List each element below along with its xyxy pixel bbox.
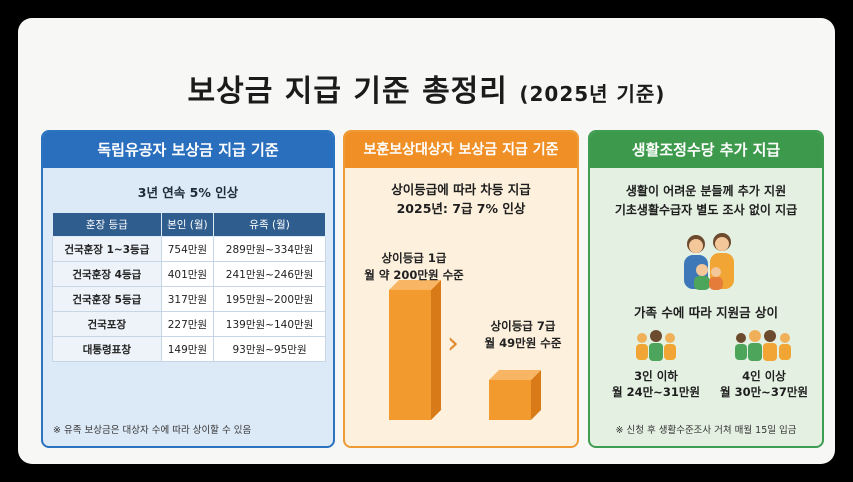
- panel3-lead: 생활이 어려운 분들께 추가 지원 기초생활수급자 별도 조사 없이 지급: [590, 182, 822, 220]
- grade-cell: 건국포장: [52, 311, 162, 337]
- grade-cell: 건국훈장 5등급: [52, 286, 162, 312]
- panel1-header: 독립유공자 보상금 지급 기준: [43, 132, 333, 168]
- page-title: 보상금 지급 기준 총정리 (2025년 기준): [18, 66, 835, 110]
- bar2-label-line2: 월 49만원 수준: [484, 336, 562, 350]
- family-amount-cell: 241만원~246만원: [213, 261, 326, 287]
- grade-cell: 대통령표창: [52, 336, 162, 362]
- self-amount-cell: 227만원: [160, 311, 215, 337]
- bar-1-top: [389, 280, 441, 290]
- panel3-lead-line2: 기초생활수급자 별도 조사 없이 지급: [614, 203, 798, 217]
- group1-text: 3인 이하 월 24만~31만원: [608, 368, 704, 400]
- table-row: 건국훈장 5등급 317만원 195만원~200만원: [52, 286, 326, 312]
- group1-icon: [636, 330, 676, 361]
- table-row: 건국포장 227만원 139만원~140만원: [52, 311, 326, 337]
- bar-2-top: [489, 370, 541, 380]
- rates-table: 훈장 등급 본인 (월) 유족 (월) 건국훈장 1~3등급 754만원 289…: [52, 212, 326, 362]
- panel1-lead: 3년 연속 5% 인상: [137, 185, 239, 200]
- bar-1: [389, 290, 431, 420]
- bar-2-side: [531, 370, 541, 420]
- family-illustration: [636, 233, 791, 361]
- bar-illustration: [389, 280, 541, 420]
- table-row: 대통령표창 149만원 93만원~95만원: [52, 336, 326, 362]
- group1-label: 3인 이하: [634, 369, 678, 383]
- panel2-lead-line2: 2025년: 7급 7% 인상: [396, 201, 526, 216]
- panel3-lead-line1: 생활이 어려운 분들께 추가 지원: [625, 184, 787, 198]
- panel2-lead-line1: 상이등급에 따라 차등 지급: [391, 182, 531, 197]
- panel1-note: ※ 유족 보상금은 대상자 수에 따라 상이할 수 있음: [53, 425, 252, 436]
- self-amount-cell: 317만원: [160, 286, 215, 312]
- panel-veterans-compensation: 보훈보상대상자 보상금 지급 기준 상이등급에 따라 차등 지급 2025년: …: [343, 130, 579, 448]
- grade-cell: 건국훈장 1~3등급: [52, 236, 162, 262]
- panel2-lead: 상이등급에 따라 차등 지급 2025년: 7급 7% 인상: [345, 180, 577, 218]
- table-row: 건국훈장 1~3등급 754만원 289만원~334만원: [52, 236, 326, 262]
- group2-text: 4인 이상 월 30만~37만원: [712, 368, 816, 400]
- chevron-right-icon: ›: [447, 326, 459, 361]
- family-amount-cell: 93만원~95만원: [213, 336, 326, 362]
- infographic-frame: 보상금 지급 기준 총정리 (2025년 기준) 독립유공자 보상금 지급 기준…: [18, 18, 835, 464]
- bar-1-side: [431, 280, 441, 420]
- column-header: 훈장 등급: [52, 212, 162, 237]
- panel-independence-patriots: 독립유공자 보상금 지급 기준 3년 연속 5% 인상 훈장 등급 본인 (월)…: [41, 130, 335, 448]
- panel3-note: ※ 신청 후 생활수준조사 거쳐 매월 15일 입금: [615, 425, 797, 436]
- self-amount-cell: 401만원: [160, 261, 215, 287]
- table-row: 건국훈장 4등급 401만원 241만원~246만원: [52, 261, 326, 287]
- title-sub: (2025년 기준): [519, 82, 666, 106]
- panel3-header: 생활조정수당 추가 지급: [590, 132, 822, 168]
- column-header: 유족 (월): [213, 212, 326, 237]
- panel2-header: 보훈보상대상자 보상금 지급 기준: [345, 132, 577, 168]
- self-amount-cell: 149만원: [160, 336, 215, 362]
- grade-cell: 건국훈장 4등급: [52, 261, 162, 287]
- group1-amount: 월 24만~31만원: [612, 385, 700, 399]
- self-amount-cell: 754만원: [160, 236, 215, 262]
- bar2-label-line1: 상이등급 7급: [490, 319, 556, 333]
- group2-icon: [735, 330, 791, 361]
- table-header-row: 훈장 등급 본인 (월) 유족 (월): [52, 212, 326, 237]
- bar-2: [489, 380, 531, 420]
- group2-label: 4인 이상: [742, 369, 786, 383]
- bar1-label-line1: 상이등급 1급: [381, 251, 447, 265]
- family-icon: [684, 233, 734, 290]
- panel3-mid-text: 가족 수에 따라 지원금 상이: [634, 305, 778, 320]
- bar1-label: 상이등급 1급 월 약 200만원 수준: [359, 250, 469, 284]
- family-amount-cell: 289만원~334만원: [213, 236, 326, 262]
- family-amount-cell: 195만원~200만원: [213, 286, 326, 312]
- column-header: 본인 (월): [160, 212, 215, 237]
- title-main: 보상금 지급 기준 총정리: [187, 74, 508, 109]
- group2-amount: 월 30만~37만원: [720, 385, 808, 399]
- bar2-label: 상이등급 7급 월 49만원 수준: [467, 318, 577, 352]
- bar1-label-line2: 월 약 200만원 수준: [364, 268, 464, 282]
- panel-living-allowance: 생활조정수당 추가 지급 생활이 어려운 분들께 추가 지원 기초생활수급자 별…: [588, 130, 824, 448]
- family-amount-cell: 139만원~140만원: [213, 311, 326, 337]
